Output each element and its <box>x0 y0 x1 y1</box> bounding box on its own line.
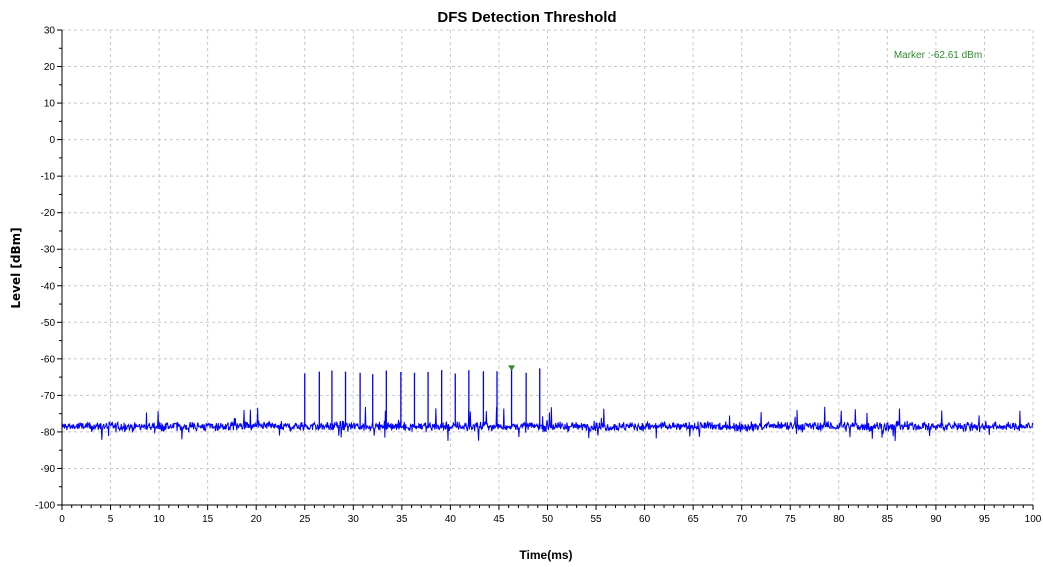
y-tick-label: 10 <box>44 99 56 110</box>
x-tick-label: 100 <box>1025 514 1042 525</box>
marker-triangle <box>508 365 516 371</box>
y-tick-label: -50 <box>41 318 56 329</box>
marker-label: Marker :-62.61 dBm <box>894 50 982 61</box>
y-tick-label: -100 <box>35 501 55 512</box>
axes <box>57 29 1034 510</box>
x-tick-label: 95 <box>979 514 991 525</box>
x-tick-label: 25 <box>299 514 311 525</box>
marker-layer: Marker :-62.61 dBm <box>508 50 982 371</box>
x-tick-label: 5 <box>108 514 114 525</box>
x-tick-label: 45 <box>493 514 505 525</box>
x-tick-label: 15 <box>202 514 214 525</box>
y-tick-label: -20 <box>41 208 56 219</box>
x-tick-label: 10 <box>154 514 166 525</box>
x-tick-label: 60 <box>639 514 651 525</box>
x-tick-label: 75 <box>785 514 797 525</box>
y-tick-label: -10 <box>41 172 56 183</box>
x-tick-label: 20 <box>251 514 263 525</box>
y-tick-label: 0 <box>49 135 55 146</box>
grid-lines <box>62 29 1034 505</box>
y-tick-label: -90 <box>41 464 56 475</box>
x-tick-label: 0 <box>59 514 65 525</box>
tick-labels: 0 5 10 15 20 25 30 35 40 45 50 55 60 65 70 75 80 85 90 95 10… <box>35 26 1042 526</box>
chart-title: DFS Detection Threshold <box>437 9 616 26</box>
x-tick-label: 65 <box>688 514 700 525</box>
y-tick-label: -80 <box>41 427 56 438</box>
x-tick-label: 80 <box>833 514 845 525</box>
y-tick-label: -30 <box>41 245 56 256</box>
x-tick-label: 35 <box>396 514 408 525</box>
series-trace <box>61 406 1034 442</box>
y-tick-label: -40 <box>41 281 56 292</box>
x-axis-label: Time(ms) <box>519 548 572 562</box>
x-tick-label: 50 <box>542 514 554 525</box>
y-tick-label: -70 <box>41 391 56 402</box>
x-tick-label: 40 <box>445 514 457 525</box>
y-axis-label: Level [dBm] <box>9 227 23 308</box>
y-tick-label: 20 <box>44 62 56 73</box>
x-tick-label: 55 <box>590 514 602 525</box>
y-tick-label: 30 <box>44 26 56 37</box>
x-tick-label: 85 <box>882 514 894 525</box>
y-tick-label: -60 <box>41 354 56 365</box>
series-layer <box>61 368 1034 442</box>
x-tick-label: 30 <box>348 514 360 525</box>
x-tick-label: 70 <box>736 514 748 525</box>
x-tick-label: 90 <box>930 514 942 525</box>
